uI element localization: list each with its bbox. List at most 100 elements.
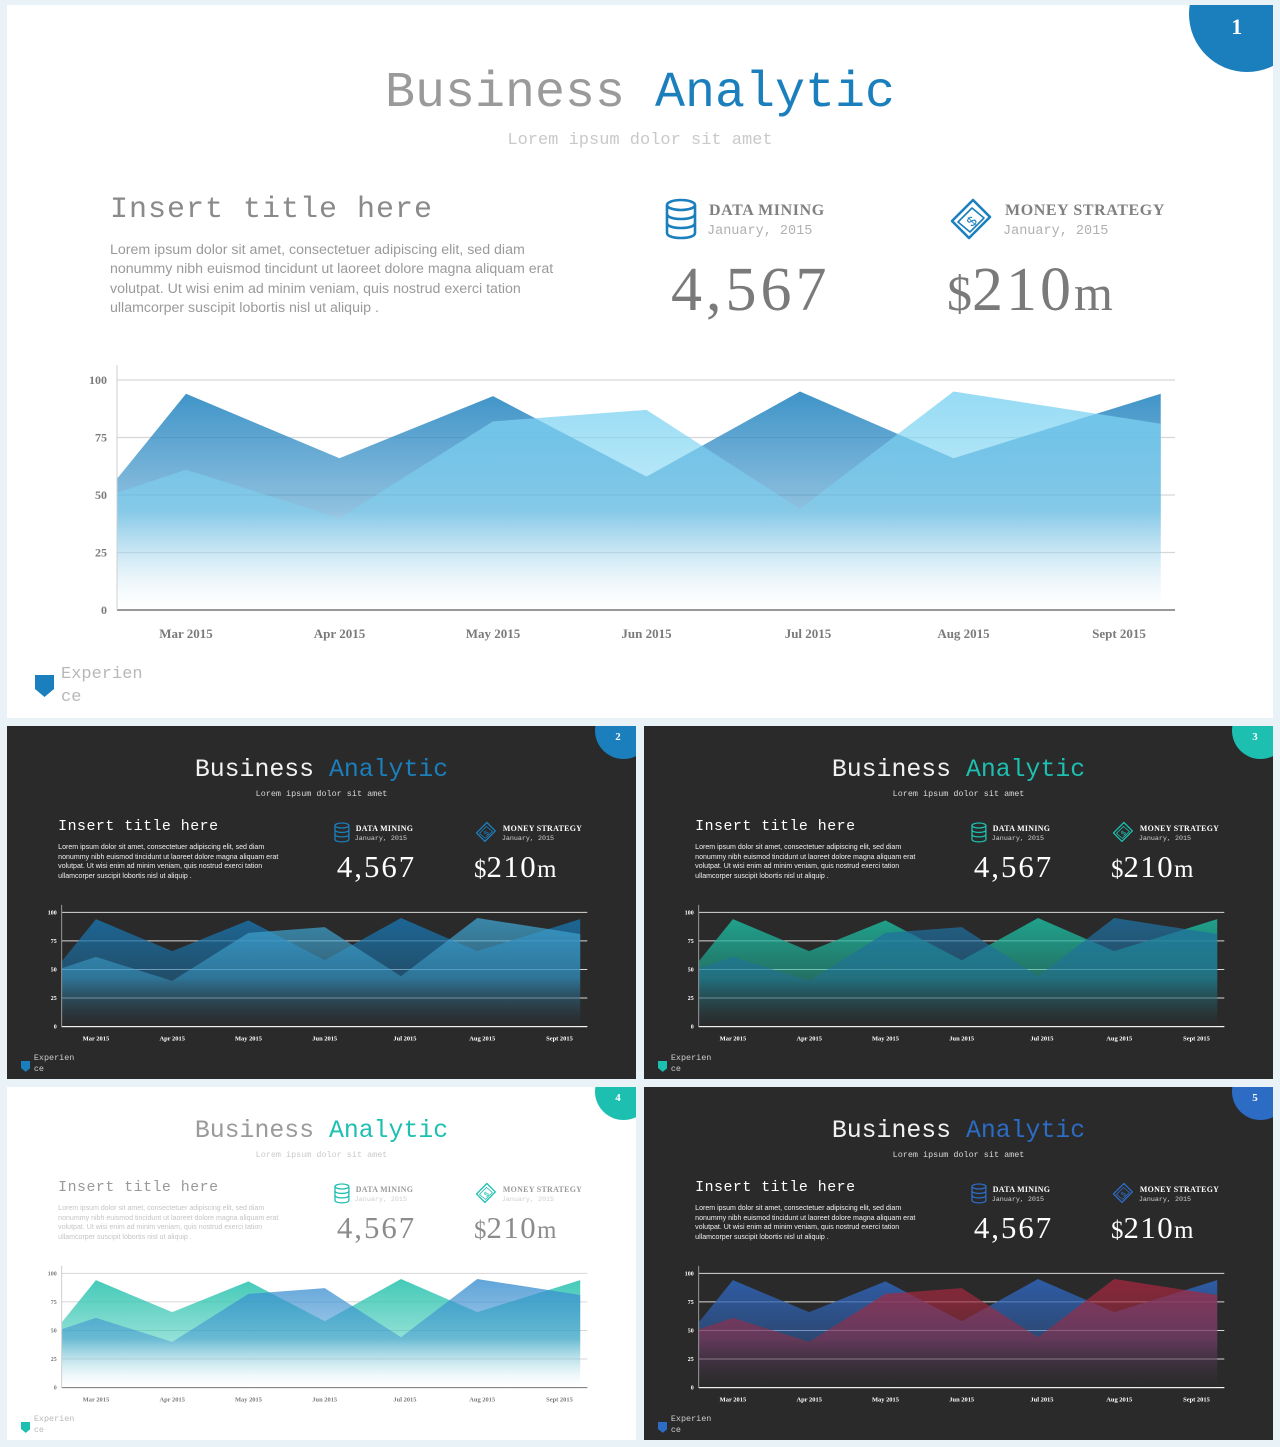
data-mining-value: 4,567 xyxy=(336,1211,417,1246)
slide-number: 4 xyxy=(615,1091,621,1104)
money-unit: m xyxy=(537,856,557,884)
money-bill-icon: $ xyxy=(474,820,498,844)
slide-number: 1 xyxy=(1231,14,1243,40)
x-tick-label: Aug 2015 xyxy=(469,1036,495,1043)
money-strategy-date: January, 2015 xyxy=(501,1195,555,1204)
svg-text:$: $ xyxy=(1120,830,1128,838)
currency-symbol: $ xyxy=(474,1217,487,1245)
x-tick-label: Mar 2015 xyxy=(83,1397,110,1404)
body-paragraph: Lorem ipsum dolor sit amet, consectetuer… xyxy=(695,844,916,881)
brand-name-line-2: ce xyxy=(61,688,82,707)
y-tick-label: 0 xyxy=(101,603,107,617)
data-mining-date: January, 2015 xyxy=(354,1195,407,1204)
x-tick-label: Jul 2015 xyxy=(393,1397,416,1404)
data-mining-label: DATA MINING xyxy=(355,823,414,833)
x-tick-label: Sept 2015 xyxy=(546,1036,573,1043)
x-tick-label: Apr 2015 xyxy=(159,1397,184,1404)
y-tick-label: 50 xyxy=(51,1328,57,1334)
money-strategy-label: MONEY STRATEGY xyxy=(502,1184,583,1194)
data-mining-date: January, 2015 xyxy=(991,834,1044,843)
data-mining-value: 4,567 xyxy=(973,1211,1054,1246)
y-tick-label: 50 xyxy=(51,967,57,973)
money-strategy-date: January, 2015 xyxy=(1138,1195,1192,1204)
money-unit: m xyxy=(1074,265,1113,321)
x-tick-label: Aug 2015 xyxy=(1106,1397,1132,1404)
money-strategy-value: $210m xyxy=(1111,1210,1193,1250)
area-chart: 0 25 50 75 100 Mar 2015 Apr 2015 May 2015 Jun 20… xyxy=(685,1265,1225,1404)
brand-name-line-2: ce xyxy=(670,1064,681,1075)
x-tick-label: Sept 2015 xyxy=(1183,1397,1210,1404)
x-tick-label: Jul 2015 xyxy=(785,626,832,641)
x-tick-label: Jun 2015 xyxy=(949,1036,974,1043)
data-mining-date: January, 2015 xyxy=(707,224,813,239)
database-icon xyxy=(663,198,699,240)
x-tick-label: Aug 2015 xyxy=(1106,1036,1132,1043)
data-mining-label: DATA MINING xyxy=(355,1184,414,1194)
brand-name-line-2: ce xyxy=(33,1064,44,1075)
shield-icon xyxy=(35,675,54,702)
x-tick-label: Sept 2015 xyxy=(1183,1036,1210,1043)
slide-3[interactable]: 3 Business Analytic Lorem ipsum dolor sit … xyxy=(644,726,1273,1079)
brand-name: Experien ce xyxy=(671,1414,712,1437)
y-tick-label: 75 xyxy=(95,431,107,445)
section-heading: Insert title here xyxy=(110,193,434,227)
slide-2[interactable]: 2 Business Analytic Lorem ipsum dolor sit … xyxy=(7,726,636,1079)
money-amount: 210 xyxy=(486,850,538,885)
money-amount: 210 xyxy=(972,256,1074,324)
money-strategy-date: January, 2015 xyxy=(501,834,555,843)
title-primary: Business xyxy=(831,755,966,784)
subtitle: Lorem ipsum dolor sit amet xyxy=(892,1149,1025,1160)
y-tick-label: 0 xyxy=(691,1025,694,1031)
page-title: Business Analytic xyxy=(7,63,1273,125)
slide-4[interactable]: 4 Business Analytic Lorem ipsum dolor sit … xyxy=(7,1087,636,1440)
x-tick-label: Aug 2015 xyxy=(469,1397,495,1404)
slide-5[interactable]: 5 Business Analytic Lorem ipsum dolor sit … xyxy=(644,1087,1273,1440)
x-tick-label: Jun 2015 xyxy=(312,1397,337,1404)
y-tick-label: 25 xyxy=(688,1357,694,1363)
slide-number: 5 xyxy=(1252,1091,1258,1104)
x-tick-label: Jun 2015 xyxy=(621,626,672,641)
currency-symbol: $ xyxy=(474,856,487,884)
shield-icon xyxy=(20,1059,31,1077)
money-amount: 210 xyxy=(486,1211,538,1246)
money-strategy-value: $210m xyxy=(947,253,1113,330)
body-paragraph: Lorem ipsum dolor sit amet, consectetuer… xyxy=(695,1205,916,1242)
y-tick-label: 75 xyxy=(688,939,694,945)
body-paragraph: Lorem ipsum dolor sit amet, consectetuer… xyxy=(58,844,279,881)
area-series-2 xyxy=(698,918,1218,1027)
money-bill-icon: $ xyxy=(1111,820,1135,844)
slide-1[interactable]: 1 Business Analytic Lorem ipsum dolor sit … xyxy=(7,5,1273,718)
y-tick-label: 75 xyxy=(51,1300,57,1306)
money-strategy-value: $210m xyxy=(474,849,556,889)
x-tick-label: Mar 2015 xyxy=(159,626,213,641)
title-primary: Business xyxy=(194,1116,329,1145)
y-tick-label: 0 xyxy=(691,1386,694,1392)
money-strategy-value: $210m xyxy=(474,1210,556,1250)
money-amount: 210 xyxy=(1123,850,1175,885)
brand-name-line-1: Experien xyxy=(33,1413,75,1424)
y-tick-label: 100 xyxy=(685,1271,694,1277)
subtitle: Lorem ipsum dolor sit amet xyxy=(892,788,1025,799)
money-strategy-label: MONEY STRATEGY xyxy=(1139,823,1220,833)
data-mining-value: 4,567 xyxy=(973,850,1054,885)
x-tick-label: Sept 2015 xyxy=(546,1397,573,1404)
money-bill-icon: $ xyxy=(947,195,995,243)
page-title: Business Analytic xyxy=(7,1116,636,1147)
money-strategy-date: January, 2015 xyxy=(1138,834,1192,843)
svg-text:$: $ xyxy=(483,830,491,838)
section-heading: Insert title here xyxy=(58,819,219,836)
x-tick-label: Jul 2015 xyxy=(1030,1036,1053,1043)
y-tick-label: 25 xyxy=(688,996,694,1002)
data-mining-value: 4,567 xyxy=(671,256,831,324)
data-mining-date: January, 2015 xyxy=(991,1195,1044,1204)
section-heading: Insert title here xyxy=(695,819,856,836)
money-amount: 210 xyxy=(1123,1211,1175,1246)
svg-text:$: $ xyxy=(1120,1191,1128,1199)
brand-name: Experien ce xyxy=(671,1053,712,1076)
section-heading: Insert title here xyxy=(58,1180,219,1197)
area-chart: 0 25 50 75 100 Mar 2015 Apr 2015 May 2015 Jun 20… xyxy=(685,904,1225,1043)
brand-name: Experien ce xyxy=(61,663,143,709)
database-icon xyxy=(970,822,988,843)
money-unit: m xyxy=(537,1217,557,1245)
page-title: Business Analytic xyxy=(644,755,1273,786)
